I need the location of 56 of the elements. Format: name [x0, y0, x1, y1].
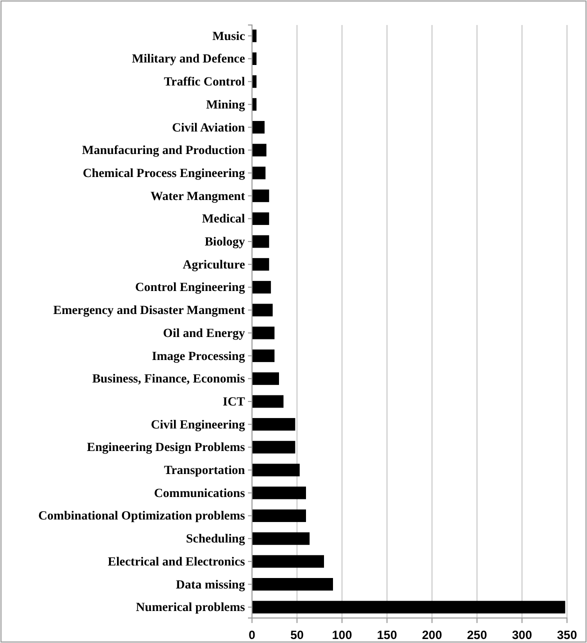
y-tick-label: Civil Aviation: [172, 120, 246, 134]
bar: [252, 258, 270, 271]
bar: [252, 166, 266, 180]
y-tick-label: Control Engineering: [135, 280, 246, 294]
y-tick-label: Electrical and Electronics: [108, 554, 246, 568]
bar: [252, 600, 566, 614]
bar: [252, 464, 300, 476]
y-tick-label: Traffic Control: [164, 74, 246, 89]
x-tick-label: 250: [466, 628, 488, 642]
y-tick-label: Music: [212, 28, 246, 43]
y-tick-label: Biology: [204, 234, 246, 249]
x-tick-label: 200: [422, 628, 442, 642]
x-tick-label: 50: [290, 628, 304, 642]
y-tick-label: Manufacuring and Production: [82, 143, 246, 158]
bar: [252, 372, 279, 385]
y-tick-label: Transportation: [164, 463, 246, 478]
bar: [252, 509, 306, 522]
y-tick-label: Water Mangment: [150, 188, 246, 203]
bar: [252, 578, 333, 591]
y-tick-label: Oil and Energy: [163, 326, 246, 340]
bar: [252, 486, 306, 500]
x-tick-label: 350: [556, 628, 578, 642]
y-tick-label: Scheduling: [186, 532, 246, 546]
y-tick-label: Civil Engineering: [150, 417, 246, 432]
y-tick-label: Agriculture: [182, 257, 246, 272]
y-tick-label: Emergency and Disaster Mangment: [53, 303, 246, 318]
bar: [252, 304, 273, 316]
bar: [252, 235, 270, 248]
y-tick-label: Communications: [154, 486, 246, 500]
y-tick-label: Engineering Design Problems: [86, 440, 246, 454]
x-tick-label: 300: [512, 628, 532, 642]
y-tick-label: Data missing: [176, 577, 246, 592]
y-tick-label: ICT: [222, 394, 246, 408]
y-tick-label: Medical: [202, 212, 246, 226]
bar: [252, 144, 266, 156]
bar: [252, 120, 265, 134]
y-tick-label: Image Processing: [152, 348, 246, 363]
bar: [252, 280, 271, 294]
bar: [252, 440, 296, 454]
bar: [252, 349, 274, 362]
bar: [252, 555, 324, 568]
x-tick-label: 0: [248, 628, 256, 642]
x-tick-label: 150: [376, 628, 398, 642]
y-tick-label: Business, Finance, Economis: [92, 372, 246, 386]
x-tick-label: 100: [332, 628, 352, 642]
y-tick-label: Military and Defence: [132, 52, 246, 66]
bar: [252, 190, 270, 202]
y-tick-label: Combinational Optimization problems: [38, 508, 246, 523]
y-tick-label: Numerical problems: [136, 600, 246, 614]
bar: [252, 326, 274, 340]
bar: [252, 532, 310, 545]
y-tick-label: Chemical Process Engineering: [82, 166, 246, 180]
bar: [252, 212, 270, 225]
bar: [252, 418, 296, 431]
y-tick-label: Mining: [206, 97, 246, 112]
bar: [252, 395, 284, 408]
